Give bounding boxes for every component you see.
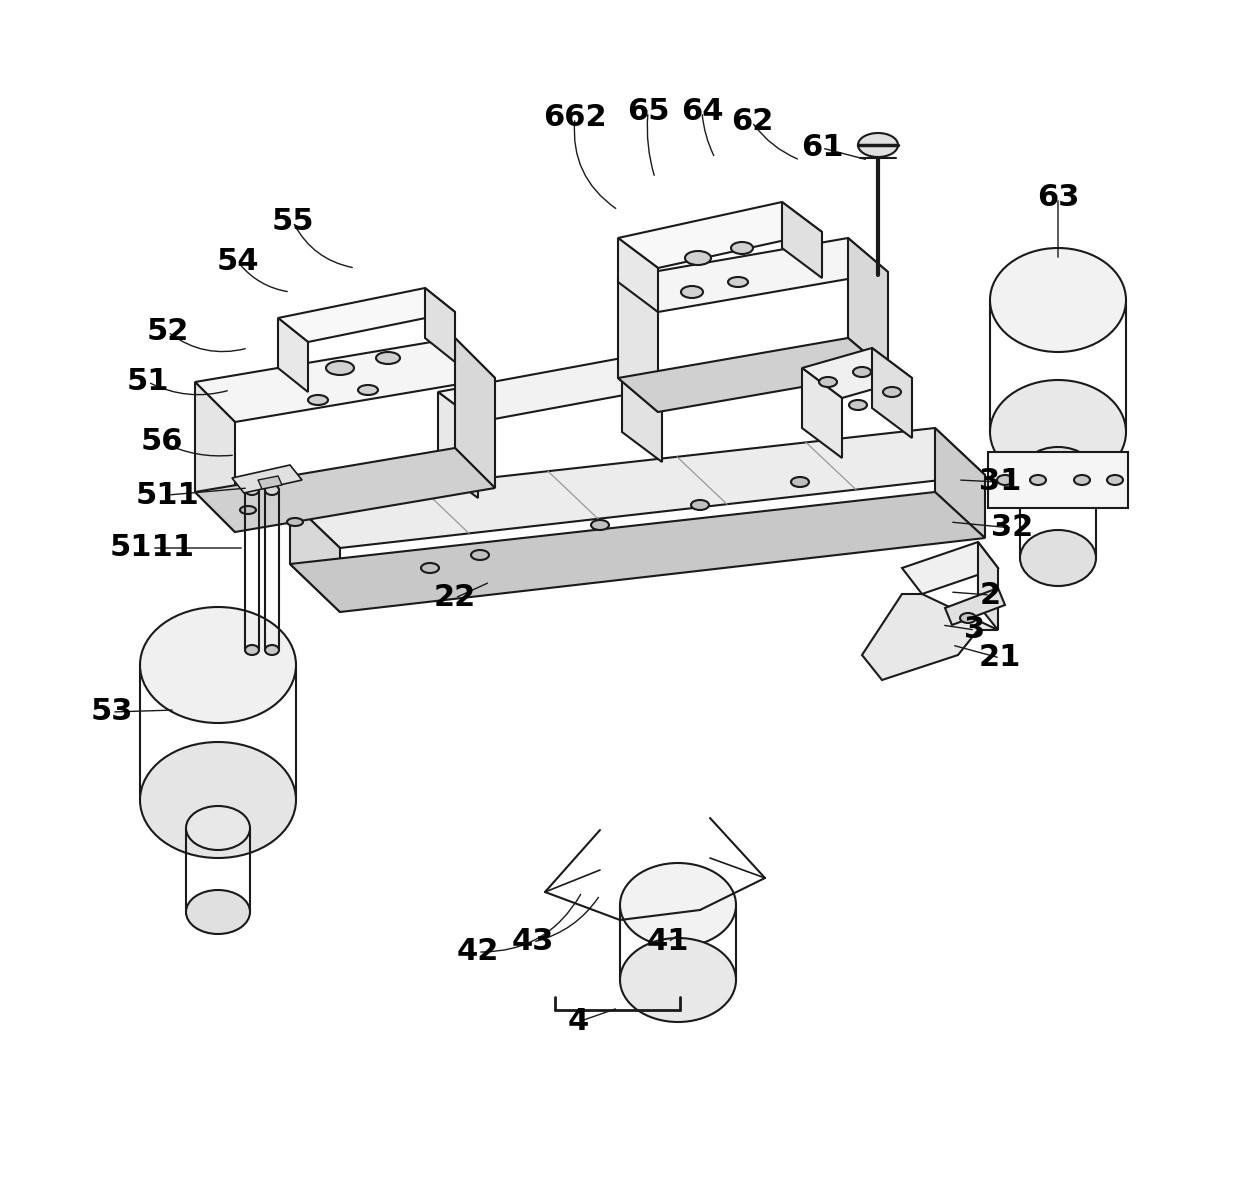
Text: 511: 511 bbox=[136, 481, 200, 510]
Text: 3: 3 bbox=[965, 615, 986, 644]
Polygon shape bbox=[425, 287, 455, 362]
Ellipse shape bbox=[620, 863, 737, 947]
Ellipse shape bbox=[732, 241, 753, 254]
Text: 56: 56 bbox=[141, 428, 184, 457]
Text: 31: 31 bbox=[978, 468, 1022, 496]
Text: 41: 41 bbox=[647, 927, 689, 957]
Polygon shape bbox=[618, 238, 658, 312]
Polygon shape bbox=[278, 318, 308, 392]
Polygon shape bbox=[618, 338, 888, 412]
Polygon shape bbox=[978, 542, 998, 630]
Polygon shape bbox=[290, 499, 340, 613]
Ellipse shape bbox=[684, 251, 711, 265]
Polygon shape bbox=[195, 338, 495, 422]
Ellipse shape bbox=[376, 352, 401, 364]
Text: 65: 65 bbox=[626, 98, 670, 126]
Polygon shape bbox=[872, 348, 911, 438]
Ellipse shape bbox=[265, 485, 279, 495]
Text: 51: 51 bbox=[126, 368, 169, 397]
Ellipse shape bbox=[471, 550, 489, 560]
Ellipse shape bbox=[265, 646, 279, 655]
Text: 43: 43 bbox=[512, 927, 554, 957]
Text: 54: 54 bbox=[217, 247, 259, 277]
Polygon shape bbox=[618, 201, 822, 269]
Text: 61: 61 bbox=[801, 133, 843, 163]
Polygon shape bbox=[802, 368, 842, 458]
Ellipse shape bbox=[1074, 475, 1090, 485]
Ellipse shape bbox=[186, 891, 250, 934]
Ellipse shape bbox=[858, 133, 898, 157]
Polygon shape bbox=[290, 492, 985, 613]
Ellipse shape bbox=[620, 938, 737, 1023]
Text: 2: 2 bbox=[980, 581, 1001, 609]
Ellipse shape bbox=[140, 742, 296, 858]
Polygon shape bbox=[782, 201, 822, 278]
Text: 63: 63 bbox=[1037, 184, 1079, 212]
Polygon shape bbox=[618, 278, 658, 412]
Ellipse shape bbox=[990, 380, 1126, 484]
Ellipse shape bbox=[853, 368, 870, 377]
Polygon shape bbox=[278, 287, 455, 342]
Ellipse shape bbox=[960, 613, 976, 623]
Text: 62: 62 bbox=[730, 107, 774, 137]
Ellipse shape bbox=[591, 519, 609, 530]
Ellipse shape bbox=[849, 401, 867, 410]
Ellipse shape bbox=[1107, 475, 1123, 485]
Polygon shape bbox=[438, 358, 662, 422]
Ellipse shape bbox=[286, 518, 303, 527]
Ellipse shape bbox=[308, 395, 329, 405]
Ellipse shape bbox=[326, 360, 353, 375]
Text: 22: 22 bbox=[434, 583, 476, 613]
Ellipse shape bbox=[883, 388, 901, 397]
Ellipse shape bbox=[791, 477, 808, 487]
Ellipse shape bbox=[422, 563, 439, 573]
Polygon shape bbox=[618, 238, 888, 312]
Ellipse shape bbox=[1030, 475, 1047, 485]
Ellipse shape bbox=[997, 475, 1013, 485]
Polygon shape bbox=[622, 358, 662, 462]
Polygon shape bbox=[195, 382, 236, 532]
Text: 64: 64 bbox=[681, 98, 723, 126]
Ellipse shape bbox=[246, 485, 259, 495]
Ellipse shape bbox=[186, 806, 250, 851]
Ellipse shape bbox=[990, 249, 1126, 352]
Text: 4: 4 bbox=[568, 1007, 589, 1037]
Ellipse shape bbox=[1021, 446, 1096, 503]
Ellipse shape bbox=[246, 646, 259, 655]
Polygon shape bbox=[455, 338, 495, 488]
Ellipse shape bbox=[358, 385, 378, 395]
Ellipse shape bbox=[681, 286, 703, 298]
Ellipse shape bbox=[1021, 530, 1096, 585]
Ellipse shape bbox=[728, 277, 748, 287]
Polygon shape bbox=[935, 428, 985, 538]
Polygon shape bbox=[802, 348, 911, 398]
Text: 662: 662 bbox=[543, 104, 606, 132]
Polygon shape bbox=[862, 594, 998, 680]
Polygon shape bbox=[988, 452, 1128, 508]
Text: 42: 42 bbox=[456, 938, 500, 966]
Ellipse shape bbox=[241, 507, 255, 514]
Polygon shape bbox=[901, 542, 998, 594]
Polygon shape bbox=[290, 428, 985, 548]
Text: 53: 53 bbox=[91, 697, 133, 727]
Polygon shape bbox=[438, 392, 477, 498]
Ellipse shape bbox=[818, 377, 837, 388]
Polygon shape bbox=[945, 588, 1004, 626]
Text: 52: 52 bbox=[146, 318, 190, 346]
Polygon shape bbox=[195, 448, 495, 532]
Ellipse shape bbox=[140, 607, 296, 723]
Text: 32: 32 bbox=[991, 514, 1033, 543]
Polygon shape bbox=[848, 238, 888, 372]
Ellipse shape bbox=[691, 499, 709, 510]
Polygon shape bbox=[258, 476, 281, 489]
Text: 55: 55 bbox=[272, 207, 314, 237]
Text: 21: 21 bbox=[978, 643, 1022, 673]
Polygon shape bbox=[232, 465, 303, 494]
Text: 5111: 5111 bbox=[109, 534, 195, 563]
